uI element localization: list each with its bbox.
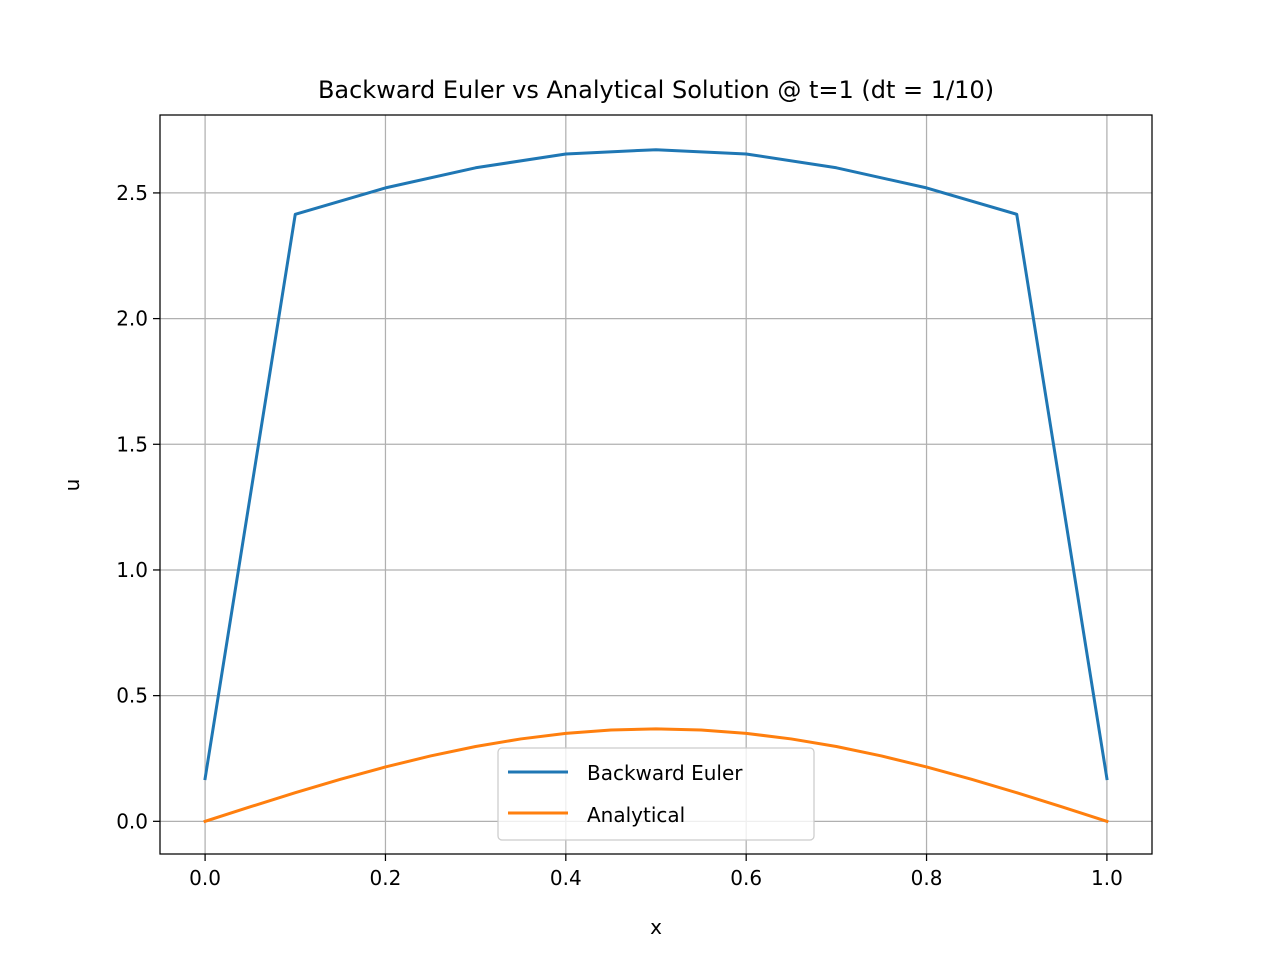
x-tick-label: 0.2 xyxy=(370,866,402,890)
series-lines xyxy=(203,148,1109,824)
legend-label-backward-euler: Backward Euler xyxy=(587,761,743,785)
y-tick-label: 0.5 xyxy=(116,684,148,708)
series-line-analytical xyxy=(203,727,1109,824)
y-tick-label: 2.0 xyxy=(116,307,148,331)
x-tick-label: 1.0 xyxy=(1091,866,1123,890)
series-line-backward-euler xyxy=(203,148,1109,781)
legend-box xyxy=(497,747,815,841)
x-tick-label: 0.6 xyxy=(730,866,762,890)
axis-ticks: 0.0 0.2 0.4 0.6 0.8 1.0 0.0 0.5 1.0 1.5 2.0 2.5 xyxy=(116,181,1123,890)
y-tick-label: 2.5 xyxy=(116,181,148,205)
grid-lines xyxy=(160,115,1152,854)
x-tick-label: 0.4 xyxy=(550,866,582,890)
x-tick-label: 0.0 xyxy=(189,866,221,890)
legend-label-analytical: Analytical xyxy=(587,803,685,827)
chart-title: Backward Euler vs Analytical Solution @ … xyxy=(318,76,994,104)
x-tick-label: 0.8 xyxy=(911,866,943,890)
plot-frame xyxy=(159,114,1153,855)
y-tick-label: 1.5 xyxy=(116,432,148,456)
y-axis-label: u xyxy=(60,479,84,492)
x-axis-label: x xyxy=(650,915,662,939)
legend: Backward Euler Analytical xyxy=(497,747,815,841)
y-tick-label: 0.0 xyxy=(116,809,148,833)
y-tick-label: 1.0 xyxy=(116,558,148,582)
